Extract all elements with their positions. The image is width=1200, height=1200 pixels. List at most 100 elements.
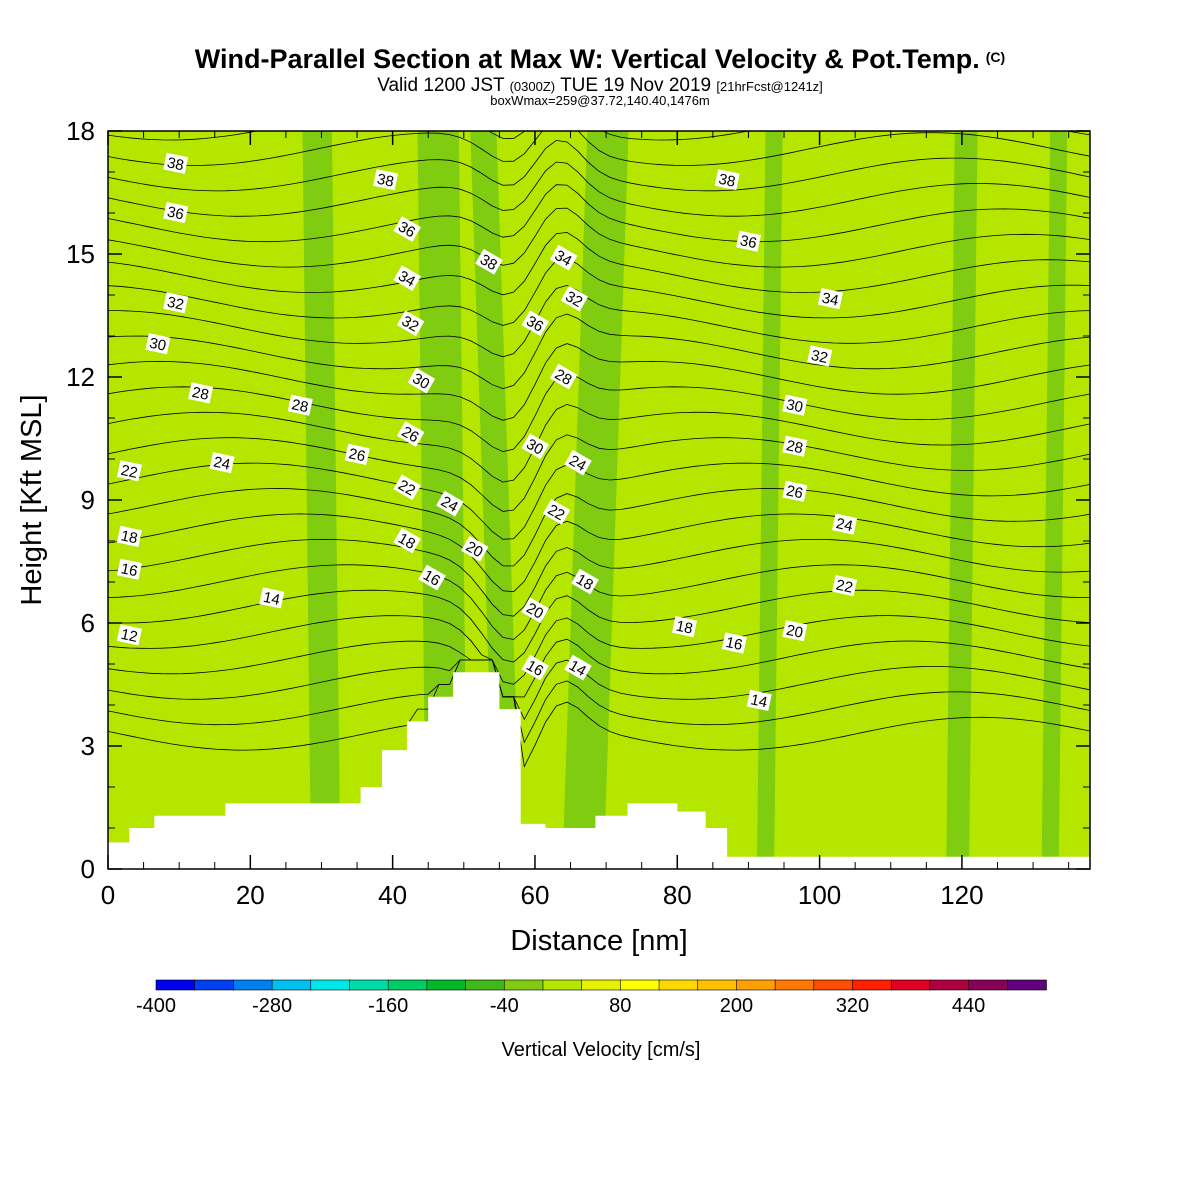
colorbar-swatch [1006,979,1047,991]
velocity-band-5-1 [562,131,629,869]
y-tick-label: 0 [81,854,95,884]
colorbar-swatch [852,979,893,991]
contour-label-box [116,460,142,482]
colorbar-swatch [581,979,622,991]
contour-label-box [832,513,858,535]
contour-label-33: 20 [521,597,550,624]
theta-contour-28 [108,231,1090,296]
colorbar-swatch [155,979,196,991]
contour-label-21: 18 [393,527,421,554]
contour-label-26: 34 [549,244,578,271]
contour-label-text: 22 [545,501,568,524]
colorbar-swatch [890,979,931,991]
theta-contour-17 [108,538,1090,617]
contour-label-text: 32 [562,288,585,311]
velocity-band-8-1 [946,131,978,869]
contour-label-text: 26 [347,445,367,465]
contour-label-text: 32 [399,313,422,336]
contour-label-box [746,689,772,712]
contour-label-text: 36 [738,232,758,252]
contour-label-box [116,624,142,646]
contour-label-text: 36 [166,203,186,223]
contour-label-box [782,480,808,502]
contour-label-11: 28 [287,394,313,416]
contour-label-text: 12 [119,626,139,646]
contour-label-48: 14 [746,689,772,712]
contour-label-39: 32 [807,345,833,367]
contour-label-text: 38 [717,171,737,191]
chart-title-text: Wind-Parallel Section at Max W: Vertical… [194,44,980,74]
colorbar-swatch [503,979,544,991]
contour-label-box [782,435,808,457]
contour-label-text: 22 [395,477,418,500]
y-tick-label: 15 [66,239,95,269]
theta-contour-31 [108,161,1090,217]
theta-contour-12 [108,659,1090,721]
contour-label-37: 36 [735,230,762,252]
contour-label-16: 32 [396,310,425,337]
colorbar-title: Vertical Velocity [cm/s] [502,1039,701,1061]
contour-label-box [259,587,285,609]
contour-label-43: 24 [832,513,858,535]
colorbar-swatch [233,979,273,991]
contour-label-31: 22 [542,499,571,525]
contour-label-7: 18 [116,525,142,548]
contour-label-text: 20 [463,538,486,561]
contour-label-box [564,449,592,476]
contour-label-box [396,310,425,337]
contour-label-47: 16 [721,632,747,654]
contour-label-box [393,474,421,501]
theta-contours [108,131,1090,768]
contour-label-box [549,244,578,271]
contour-label-13: 38 [373,169,399,191]
contour-label-box [344,443,370,466]
contour-label-box [163,152,189,174]
theta-contour-14 [108,615,1090,685]
contour-label-text: 34 [395,267,418,290]
contour-label-box [116,525,142,548]
contour-label-box [671,616,698,638]
contour-label-35: 14 [564,654,592,681]
forecast-info: [21hrFcst@1241z] [716,79,823,94]
contour-label-6: 24 [209,452,235,474]
contour-label-24: 38 [475,248,503,275]
contour-label-box [163,292,189,314]
colorbar-tick-label: -160 [368,995,408,1017]
contour-label-box [521,654,550,681]
contour-label-32: 18 [571,568,599,595]
copyright-mark: (C) [985,49,1006,65]
contour-label-text: 24 [834,515,854,535]
contour-label-text: 30 [523,436,546,459]
x-tick-label: 0 [101,880,115,910]
contour-label-12: 26 [344,443,370,466]
contour-label-text: 18 [573,571,596,594]
contour-label-text: 22 [119,462,139,482]
contour-label-0: 38 [163,152,189,174]
x-axis: 0 20 40 60 80 100 120 [101,131,1070,910]
valid-date: TUE 19 Nov 2019 [560,75,712,96]
box-info: boxWmax=259@37.72,140.40,1476m [490,93,710,108]
chart-subtitle: Valid 1200 JST (0300Z) TUE 19 Nov 2019 [… [0,75,1200,97]
contour-label-box [782,394,808,416]
contour-label-text: 28 [785,437,805,457]
contour-label-text: 16 [523,657,546,680]
contour-label-1: 36 [163,201,189,224]
colorbar-swatch [465,979,506,991]
contour-label-46: 18 [671,616,698,638]
contour-label-box [373,169,399,191]
contour-label-text: 28 [290,396,310,416]
contour-label-text: 18 [395,530,418,553]
theta-contour-11 [108,659,1090,744]
colorbar-tick-label: -400 [136,995,176,1017]
theta-contour-30 [108,184,1090,243]
contour-label-34: 16 [521,654,550,681]
contour-label-text: 18 [119,527,139,547]
contour-label-text: 20 [523,600,546,623]
colorbar-tick-label: 200 [720,995,753,1017]
contour-label-20: 24 [436,490,464,517]
velocity-band-4-1 [519,131,572,869]
contour-label-box [407,367,436,394]
contour-label-29: 30 [521,433,550,460]
contour-label-27: 32 [560,285,589,312]
